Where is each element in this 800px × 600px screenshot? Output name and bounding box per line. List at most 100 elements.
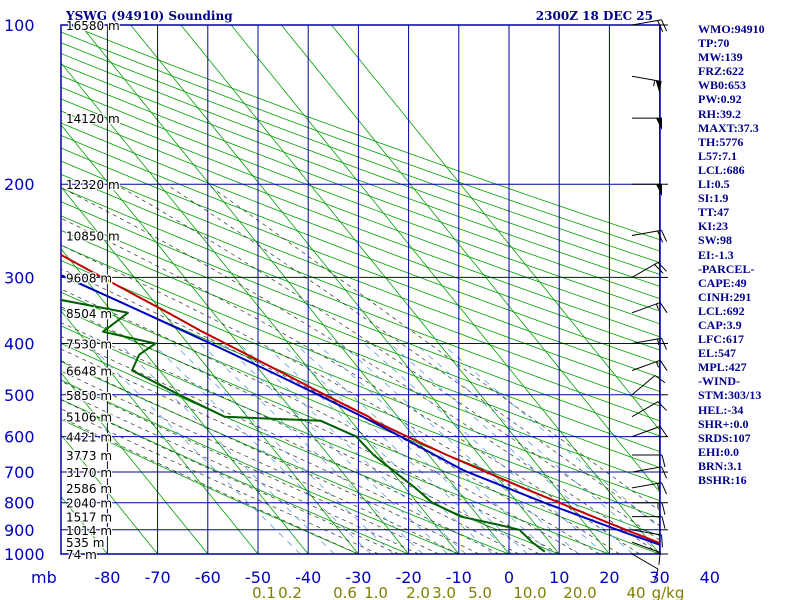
index-item: RH:39.2 [698, 106, 741, 121]
height-label: 74 m [66, 548, 97, 562]
index-item: WMO:94910 [698, 22, 765, 36]
index-item: LI:0.5 [698, 177, 730, 192]
mixing-ratio-label: 3.0 [432, 584, 456, 600]
temperature-tick-label: -50 [245, 568, 271, 587]
height-label: 1014 m [66, 524, 112, 538]
moist-adiabat-line [61, 380, 439, 554]
pressure-tick-label: 500 [4, 386, 35, 405]
index-item: BSHR:16 [698, 473, 747, 487]
pressure-tick-label: 600 [4, 428, 35, 447]
dry-adiabat-line [61, 215, 660, 453]
index-item: LCL:686 [698, 162, 745, 177]
height-label: 1517 m [66, 511, 112, 525]
dry-adiabat-line [61, 418, 360, 554]
wind-barb [631, 337, 668, 350]
index-item: TT:47 [698, 205, 730, 220]
wind-barb [631, 19, 668, 32]
temperature-tick-label: 10 [549, 568, 569, 587]
moist-adiabat-line [61, 390, 419, 554]
mixing-ratio-label: 0.1 [252, 584, 276, 600]
dry-adiabat-line [61, 42, 660, 264]
dry-adiabat-line [61, 291, 660, 537]
height-label: 2040 m [66, 497, 112, 511]
chart-title: YSWG (94910) Sounding [65, 9, 233, 23]
pressure-tick-label: 900 [4, 521, 35, 540]
temperature-tick-label: -40 [295, 568, 321, 587]
dry-adiabat-line [61, 122, 660, 351]
temperature-tick-label: 40 [700, 568, 720, 587]
wind-barb [632, 183, 662, 197]
height-label: 2586 m [66, 482, 112, 496]
temperature-trace [61, 253, 660, 545]
index-item: EHI:0.0 [698, 444, 740, 459]
height-label: 3170 m [66, 466, 112, 480]
index-item: LCL:692 [698, 303, 745, 318]
mixing-ratio-label: 5.0 [468, 584, 492, 600]
index-item: CINH:291 [698, 289, 752, 304]
plot-frame [60, 24, 661, 555]
index-item: MPL:427 [698, 360, 747, 375]
height-label: 14120 m [66, 112, 120, 126]
x-unit-label: mb [31, 568, 57, 587]
parcel-trace [61, 273, 660, 546]
index-item: SRDS:107 [698, 430, 751, 445]
moist-adiabat-line [61, 399, 399, 554]
index-item: -PARCEL- [698, 261, 755, 276]
isotherm-line [280, 25, 660, 494]
temperature-tick-label: 30 [649, 568, 669, 587]
wind-barb [632, 516, 666, 529]
temperature-tick-label: 0 [504, 568, 514, 587]
isotherm-line [180, 25, 610, 554]
wind-barb [631, 482, 668, 495]
dry-adiabat-line [61, 398, 410, 554]
mixing-ratio-label: 40 [626, 584, 645, 600]
wind-barb [631, 541, 661, 565]
wind-barbs [631, 19, 668, 582]
wind-barb [632, 117, 662, 131]
wind-barb [632, 502, 666, 515]
height-label: 6648 m [66, 365, 112, 379]
index-item: TH:5776 [698, 134, 744, 149]
height-label: 3773 m [66, 449, 112, 463]
index-item: KI:23 [698, 219, 728, 234]
wind-barb [631, 425, 668, 438]
mixing-ratio-label: 0.6 [333, 584, 357, 600]
pressure-tick-label: 400 [4, 334, 35, 353]
dry-adiabat-line [61, 134, 660, 365]
mixing-ratio-label: 1.0 [364, 584, 388, 600]
mixing-ratio-unit: g/kg [652, 584, 685, 600]
index-item: SI:1.9 [698, 191, 729, 206]
index-item: EL:547 [698, 346, 737, 361]
wind-barb [631, 375, 666, 396]
wind-barb [631, 553, 659, 582]
sounding-traces [61, 253, 660, 553]
moist-adiabat-line [61, 370, 459, 554]
dry-adiabat-line [61, 201, 660, 437]
isotherm-line [61, 124, 409, 554]
index-item: -WIND- [698, 374, 740, 389]
wind-barb [631, 529, 663, 548]
index-item: CAP:3.9 [698, 317, 742, 332]
mixing-ratio-label: 10.0 [513, 584, 546, 600]
index-item: WB0:653 [698, 78, 746, 93]
mixing-ratio-label: 2.0 [406, 584, 430, 600]
pressure-tick-label: 100 [4, 16, 35, 35]
index-item: FRZ:622 [698, 64, 744, 79]
index-item: SW:98 [698, 233, 733, 248]
height-label: 12320 m [66, 178, 120, 192]
index-item: TP:70 [698, 36, 730, 51]
isotherm-line [61, 186, 359, 554]
mixing-ratio-label: 0.2 [278, 584, 302, 600]
dry-adiabat-line [61, 275, 660, 519]
index-item: LFC:617 [698, 332, 744, 347]
index-item: MAXT:37.3 [698, 120, 759, 135]
temperature-tick-label: -60 [195, 568, 221, 587]
dry-adiabat-line [61, 31, 660, 252]
dry-adiabat-line [61, 229, 660, 469]
wind-barb [631, 466, 668, 479]
dry-adiabat-line [61, 325, 611, 554]
dry-adiabat-line [61, 75, 660, 300]
dry-adiabat-line [61, 160, 660, 393]
dry-adiabat-line [61, 64, 660, 287]
